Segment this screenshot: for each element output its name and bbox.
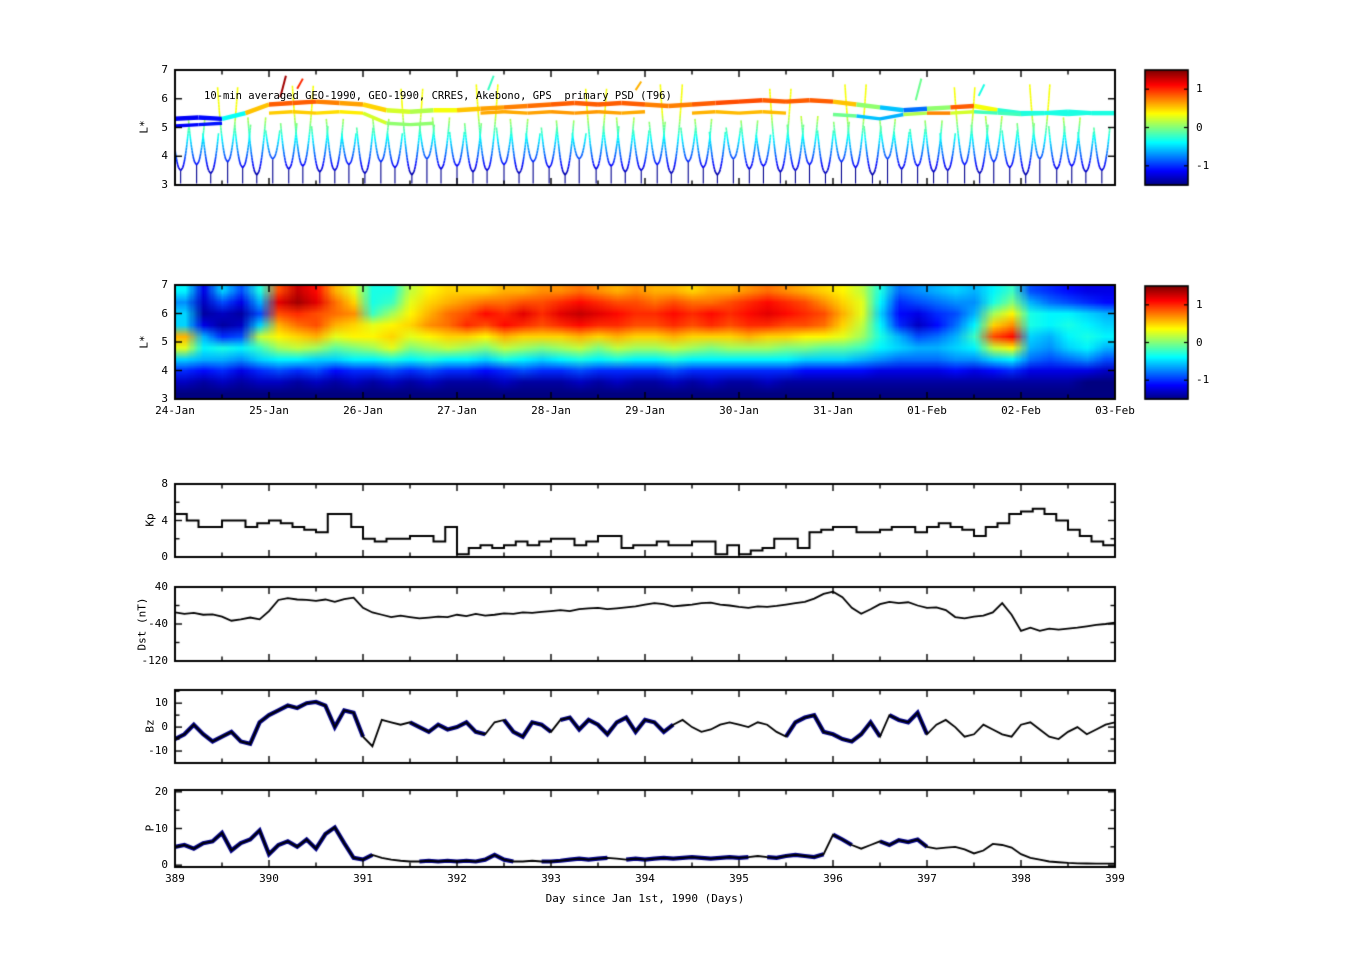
kp-ylabel: Kp [143,513,157,527]
spectrogram-ylabel: L* [137,335,151,349]
psd-title: 10-min averaged GEO-1990, GEO-1990, CRRE… [204,90,672,102]
psd-ylabel: L* [137,120,151,134]
xaxis-label: Day since Jan 1st, 1990 (Days) [545,892,745,905]
bz-ylabel: Bz [143,719,157,733]
dst-ylabel: Dst (nT) [135,597,149,651]
pressure-ylabel: P [143,824,157,832]
